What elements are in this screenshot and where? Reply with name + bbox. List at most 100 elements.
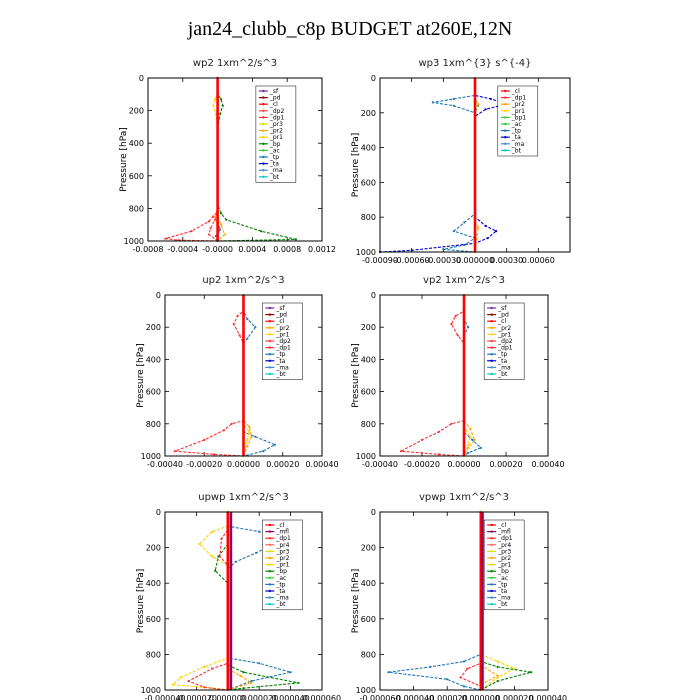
data-point	[450, 422, 453, 425]
legend-label: _dp1	[497, 345, 513, 352]
data-point	[484, 224, 487, 227]
x-tick-label: 0.00000	[227, 460, 260, 469]
data-point	[452, 230, 455, 233]
legend-marker	[268, 326, 272, 329]
legend-label: _ta	[497, 588, 507, 595]
data-point	[289, 671, 292, 674]
legend-label: _sf	[497, 305, 507, 312]
data-point	[452, 97, 455, 100]
data-point	[211, 530, 214, 533]
data-point	[238, 334, 241, 337]
legend-marker	[490, 320, 493, 323]
data-point	[471, 438, 474, 441]
data-point	[479, 446, 482, 449]
data-point	[255, 551, 258, 555]
legend-label: _bp1	[511, 114, 527, 121]
legend-label: _pr1	[269, 134, 283, 141]
panel-title: vpwp 1xm^2/s^3	[419, 492, 509, 503]
legend-label: _bt	[511, 147, 522, 154]
series-line-dp1	[187, 512, 229, 691]
legend-marker	[268, 603, 272, 606]
legend-marker	[268, 596, 272, 599]
series-line-tp	[432, 78, 477, 253]
legend-marker	[504, 116, 507, 119]
legend-marker	[268, 563, 272, 566]
data-point	[211, 555, 214, 558]
y-tick-label: 200	[361, 109, 376, 118]
legend-marker	[490, 333, 493, 336]
y-tick-label: 200	[146, 323, 161, 332]
legend-marker	[490, 596, 493, 599]
legend-label: _pr1	[497, 331, 511, 338]
data-point	[236, 314, 239, 317]
data-point	[496, 680, 499, 683]
legend-label: _ma	[275, 364, 289, 371]
legend-marker	[504, 103, 507, 106]
data-point	[254, 435, 257, 438]
legend-label: _sf	[275, 305, 285, 312]
data-point	[486, 237, 489, 240]
legend-label: _pr1	[511, 108, 525, 115]
data-point	[258, 662, 261, 665]
data-point	[179, 676, 182, 679]
y-tick-label: 400	[146, 355, 161, 364]
series-line-pr2	[463, 295, 476, 457]
data-point	[220, 537, 223, 540]
panel-title: vp2 1xm^2/s^3	[423, 275, 505, 286]
data-point	[454, 314, 457, 317]
x-tick-label: 0.000000	[462, 694, 500, 700]
data-point	[171, 683, 174, 686]
x-tick-label: 0.00020	[489, 460, 522, 469]
data-point	[225, 218, 228, 221]
y-axis-label: Pressure [hPa]	[351, 343, 361, 408]
legend-label: _dp1	[275, 345, 291, 352]
y-tick-label: 0	[139, 74, 144, 83]
x-tick-label: 0.00060	[522, 256, 555, 265]
legend-marker	[262, 136, 265, 139]
data-point	[469, 427, 472, 430]
legend-label: _bp	[275, 568, 287, 575]
legend-marker	[268, 570, 272, 573]
data-point	[250, 681, 253, 685]
legend-marker	[504, 142, 507, 145]
data-point	[214, 569, 217, 572]
legend-marker	[504, 129, 507, 132]
legend-marker	[504, 149, 507, 152]
data-point	[173, 450, 176, 453]
x-tick-label: -0.0008	[133, 245, 164, 254]
legend-marker	[262, 103, 265, 106]
x-tick-label: -0.0000	[202, 245, 233, 254]
y-axis-label: Pressure [hPa]	[136, 569, 146, 634]
y-tick-label: 1000	[124, 237, 144, 246]
y-tick-label: 400	[146, 579, 161, 588]
legend-label: _bt	[275, 601, 286, 608]
legend-label: _ac	[511, 121, 522, 128]
legend-marker	[504, 96, 507, 99]
legend-label: _ac	[275, 575, 286, 582]
series-line-dp1	[174, 295, 245, 457]
legend-marker	[490, 359, 493, 362]
y-tick-label: 1000	[141, 686, 161, 695]
x-tick-label: 0.00040	[531, 460, 564, 469]
legend-label: _pr1	[275, 331, 289, 338]
legend-label: _cl	[275, 318, 284, 325]
data-point	[203, 665, 206, 669]
data-point	[437, 430, 440, 433]
legend-marker	[504, 89, 507, 93]
data-point	[242, 687, 245, 690]
legend-label: _mfl	[497, 529, 511, 536]
y-tick-label: 0	[156, 291, 161, 300]
legend-label: _pr2	[275, 555, 289, 562]
data-point	[213, 453, 216, 456]
data-point	[484, 108, 487, 111]
data-point	[467, 443, 470, 446]
legend-label: _ac	[269, 147, 280, 154]
y-tick-label: 800	[361, 213, 376, 222]
y-tick-label: 800	[361, 650, 376, 659]
legend-marker	[490, 537, 493, 540]
data-point	[220, 212, 223, 215]
legend-marker	[262, 175, 265, 178]
data-point	[211, 687, 214, 690]
legend-label: _bp	[269, 141, 281, 148]
legend-marker	[490, 563, 493, 566]
